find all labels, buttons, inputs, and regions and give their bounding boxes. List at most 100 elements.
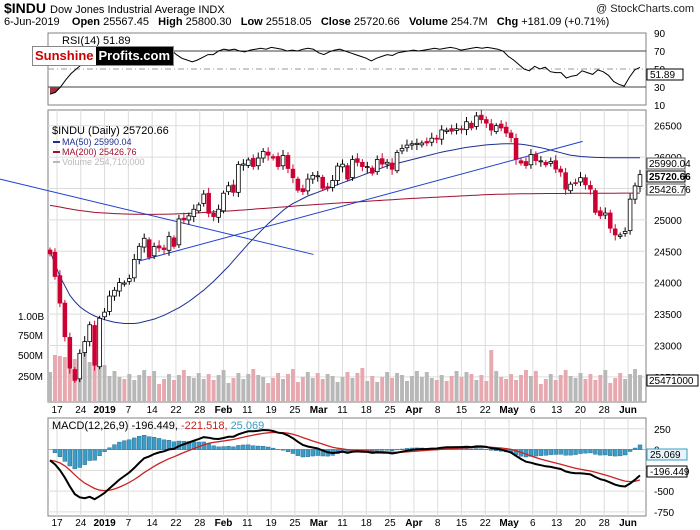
volume-bar <box>414 371 419 402</box>
volume-bar <box>603 370 608 402</box>
candlestick <box>345 163 350 182</box>
volume-bar <box>112 371 117 402</box>
volume-bar <box>365 381 370 402</box>
candlestick <box>627 193 633 235</box>
price-value-box <box>646 170 686 183</box>
volume-bar <box>340 377 345 402</box>
candlestick <box>191 204 197 223</box>
volume-bar <box>97 364 102 402</box>
candlestick <box>558 165 563 177</box>
candlestick <box>528 149 534 169</box>
macd-histogram-bar <box>67 449 72 467</box>
volume-y-tick: 750M <box>18 331 43 342</box>
price-x-tick: 22 <box>170 405 182 416</box>
volume-bar <box>127 374 132 402</box>
candlestick <box>122 280 127 287</box>
close-value: 25720.66 <box>353 16 400 28</box>
candle-body <box>379 158 385 165</box>
macd-histogram-bar <box>280 449 286 451</box>
candlestick <box>280 149 286 170</box>
candle-body <box>508 132 514 139</box>
macd-histogram-bar <box>62 449 68 462</box>
candle-body <box>221 192 226 212</box>
macd-x-tick: 20 <box>575 518 587 529</box>
candlestick <box>459 125 464 134</box>
volume-bar <box>87 362 92 402</box>
candlestick <box>270 154 276 161</box>
candle-body <box>493 125 499 133</box>
candle-body <box>191 208 197 218</box>
macd-histogram-bar <box>613 449 618 457</box>
candle-body <box>360 161 365 167</box>
candle-body <box>255 157 261 167</box>
macd-histogram-bar <box>558 449 563 455</box>
candle-body <box>523 161 529 166</box>
macd-histogram-bar <box>246 444 251 450</box>
volume-bar <box>102 365 107 402</box>
volume-bar <box>251 369 256 402</box>
volume-bar <box>558 375 563 402</box>
candlestick <box>62 299 68 342</box>
volume-bar <box>191 378 196 402</box>
candlestick <box>251 154 256 170</box>
price-x-tick: 22 <box>480 405 492 416</box>
volume-bar <box>176 375 181 402</box>
macd-histogram-bar <box>251 445 256 450</box>
candle-body <box>424 141 430 144</box>
candle-body <box>241 163 246 166</box>
volume-bar <box>171 380 176 402</box>
volume-bar <box>186 376 191 402</box>
candle-body <box>479 114 484 121</box>
macd-histogram-bar <box>92 449 97 461</box>
candlestick <box>241 159 246 171</box>
candlestick <box>503 121 509 138</box>
price-panel-title: $INDU (Daily) 25720.66 <box>52 125 169 137</box>
macd-x-tick: 22 <box>480 518 492 529</box>
candlestick <box>295 176 301 193</box>
price-panel: 2650026000255002500024500240002350023000… <box>0 109 699 416</box>
macd-x-tick: 18 <box>361 518 373 529</box>
macd-histogram-bar <box>474 448 479 450</box>
macd-x-tick: Jun <box>619 518 637 529</box>
candlestick <box>300 184 306 195</box>
candlestick <box>340 159 345 173</box>
volume-label: Volume <box>408 16 448 28</box>
candlestick <box>454 123 459 135</box>
macd-value-box <box>646 465 688 478</box>
volume-bar <box>330 376 335 402</box>
volume-bar <box>290 369 295 402</box>
candlestick <box>444 127 449 134</box>
price-value-box <box>646 157 686 170</box>
candle-body <box>459 128 464 131</box>
volume-bar <box>236 373 241 402</box>
volume-bar <box>623 379 628 402</box>
macd-x-ticks: 17 24 2019 7 14 22 28 Feb 11 19 25 Mar 11 18 25 Apr 8 15 2… <box>51 518 636 529</box>
candle-body <box>112 289 117 297</box>
volume-bar <box>62 357 67 402</box>
macd-histogram-bar <box>156 438 162 450</box>
macd-line <box>49 428 641 501</box>
candlestick <box>474 111 479 130</box>
price-value-tag: 25990.04 <box>646 157 691 170</box>
macd-title-hist: 25.069 <box>231 420 265 432</box>
candle-body <box>488 123 494 131</box>
volume-bar <box>325 374 330 402</box>
candle-body <box>151 246 157 257</box>
volume-bar <box>281 379 285 402</box>
candle-body <box>419 142 425 146</box>
candlestick <box>598 206 603 220</box>
volume-bar <box>618 373 623 402</box>
candle-body <box>166 236 172 251</box>
rsi-last-value-box <box>646 68 684 81</box>
candlestick <box>479 109 484 124</box>
volume-bar <box>519 375 523 402</box>
volume-bar <box>523 370 528 402</box>
volume-bar <box>528 376 533 402</box>
candle-body <box>236 164 241 193</box>
trendline <box>0 178 314 255</box>
price-x-tick: 25 <box>385 405 397 416</box>
volume-bar <box>459 377 464 402</box>
candle-body <box>285 155 291 169</box>
macd-histogram-bar <box>206 443 211 450</box>
macd-y-tick: -500 <box>654 487 674 498</box>
